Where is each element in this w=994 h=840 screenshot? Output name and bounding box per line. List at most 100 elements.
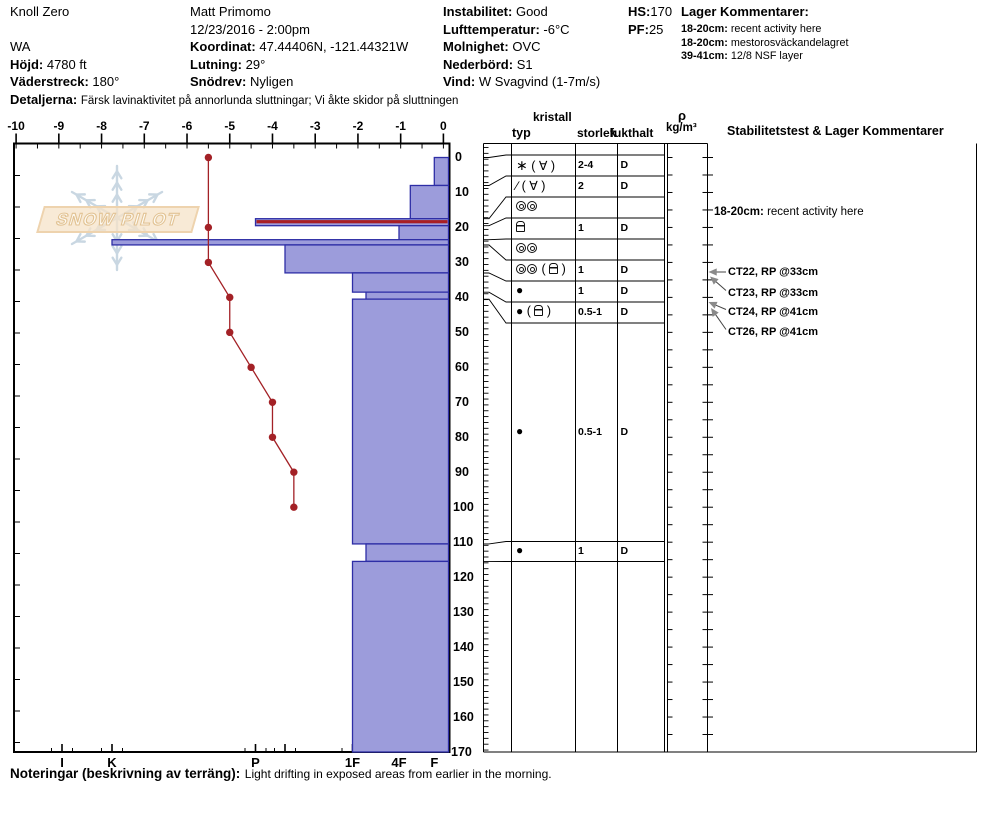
aspect-label: Väderstreck: [10,74,89,89]
faceted-crystal-icon [549,263,559,274]
depth-axis-label: 90 [455,464,469,479]
details-value: Färsk lavinaktivitet på annorlunda slutt… [80,94,459,107]
grain-type-cell: ∕ ( ∀ ) [516,179,546,193]
precip-value: S1 [516,56,533,72]
notes-line: Noteringar (beskrivning av terräng): Lig… [10,765,552,783]
new-snow-icon: ∗ [516,157,528,173]
layer-comment-depth: 39-41cm: [681,50,728,62]
melt-freeze-crust-icon [527,264,537,274]
coordinates-label: Koordinat: [190,39,256,54]
airtemp-value: -6°C [543,21,570,37]
fukthalt-header: fukthalt [610,126,654,140]
depth-axis-label: 120 [453,569,474,584]
grain-size-cell: 2-4 [578,159,594,171]
hardness-axis-label: P [251,755,260,770]
drift-value: Nyligen [249,74,294,89]
grain-type-cell: ● [516,283,523,297]
temp-axis-label: -7 [138,118,150,133]
precip-line: Nederbörd: S1 [443,57,533,72]
temperature-point [290,468,298,476]
temperature-point [204,258,213,267]
pit-name: Knoll Zero [10,4,70,19]
layer-comment-depth: 18-20cm: [681,36,728,49]
grain-type-cell: ● ( ) [516,304,551,318]
depth-axis-label: 150 [453,674,474,689]
slope-label: Lutning: [190,56,242,72]
depth-axis-label: 110 [453,534,474,549]
pf-label: PF: [628,21,649,37]
pf-value: 25 [648,21,664,37]
table-grid [483,143,977,753]
stability-note-text: recent activity here [767,206,864,218]
temp-axis-label: -1 [395,118,406,133]
details-label: Detaljerna: [10,91,78,107]
temperature-point [204,223,213,232]
elevation-label: Höjd: [10,56,44,72]
layer-connector-lines [483,154,512,562]
depth-axis-label: 40 [455,289,469,304]
faceted-crystal-icon [516,221,525,232]
hs-label: HS: [628,4,651,19]
depth-axis-label: 130 [453,604,474,619]
temp-axis-label: -9 [53,118,65,133]
fragmented-particles-icon: ∕ [516,179,519,193]
temperature-point [226,328,234,337]
ct-test-label: CT24, RP @41cm [728,306,819,318]
stability-header: Stabilitetstest & Lager Kommentarer [727,124,944,138]
grain-size-cell: 1 [578,545,584,557]
temperature-point [204,153,213,162]
temp-axis-label: -5 [224,118,236,133]
temperature-line [204,153,298,511]
ct-test-label: CT22, RP @33cm [728,265,819,278]
density-unit-header: kg/m³ [666,122,697,134]
hs-line: HS:170 [628,4,672,19]
grain-size-cell: 0.5-1 [578,425,602,438]
elevation-line: Höjd: 4780 ft [10,57,87,72]
observer-name: Matt Primomo [190,4,271,19]
instability-line: Instabilitet: Good [443,4,548,19]
melt-freeze-crust-icon [527,201,537,211]
storlek-header: storlek [577,126,617,140]
depth-axis-label: 60 [455,359,469,374]
hardness-axis-label: K [107,755,117,770]
temperature-point [268,398,277,406]
temp-axis-label: -4 [267,118,278,133]
layer-comment: 18-20cm: recent activity here [681,23,821,35]
temperature-point [290,503,298,511]
temperature-point [226,293,234,302]
layer-comment-text: recent activity here [730,23,822,35]
melt-freeze-crust-icon [516,243,526,253]
aspect-value: 180° [92,74,120,89]
pit-state: WA [10,39,31,54]
drift-label: Snödrev: [190,74,247,89]
temp-axis-label: -2 [352,118,364,133]
sky-value: OVC [512,39,541,54]
depth-axis-label: 30 [455,254,469,269]
grain-type-cell: ∗ ( ∀ ) [516,157,556,173]
layer-comment-text: mestorosväckandelagret [730,36,849,49]
grain-moisture-cell: D [620,222,629,234]
depth-axis-label: 0 [455,150,462,164]
depth-axis-label: 100 [453,499,474,514]
melt-freeze-crust-icon [516,264,526,274]
layer-comment-text: 12/8 NSF layer [730,50,803,62]
grain-moisture-cell: D [620,545,629,557]
grain-type-cell [516,241,538,255]
hardness-axis-label: 1F [344,755,361,770]
typ-header: typ [512,126,531,140]
rounded-grains-icon: ● [516,543,524,557]
temp-axis-label: -3 [309,118,321,133]
precip-label: Nederbörd: [443,56,514,72]
faceted-crystal-icon [534,305,544,316]
coordinates-value: 47.44406N, -121.44321W [259,39,409,54]
depth-axis-label: 160 [453,709,474,724]
decomposing-fragments-icon: ∀ [538,159,548,173]
layer-comment: 39-41cm: 12/8 NSF layer [681,50,803,62]
grain-size-cell: 0.5-1 [578,306,602,318]
airtemp-line: Lufttemperatur: -6°C [443,22,570,37]
notes-text: Light drifting in exposed areas from ear… [244,767,552,781]
grain-size-cell: 1 [578,222,584,234]
rounded-grains-icon: ● [516,423,524,438]
details-line: Detaljerna: Färsk lavinaktivitet på anno… [10,92,458,107]
